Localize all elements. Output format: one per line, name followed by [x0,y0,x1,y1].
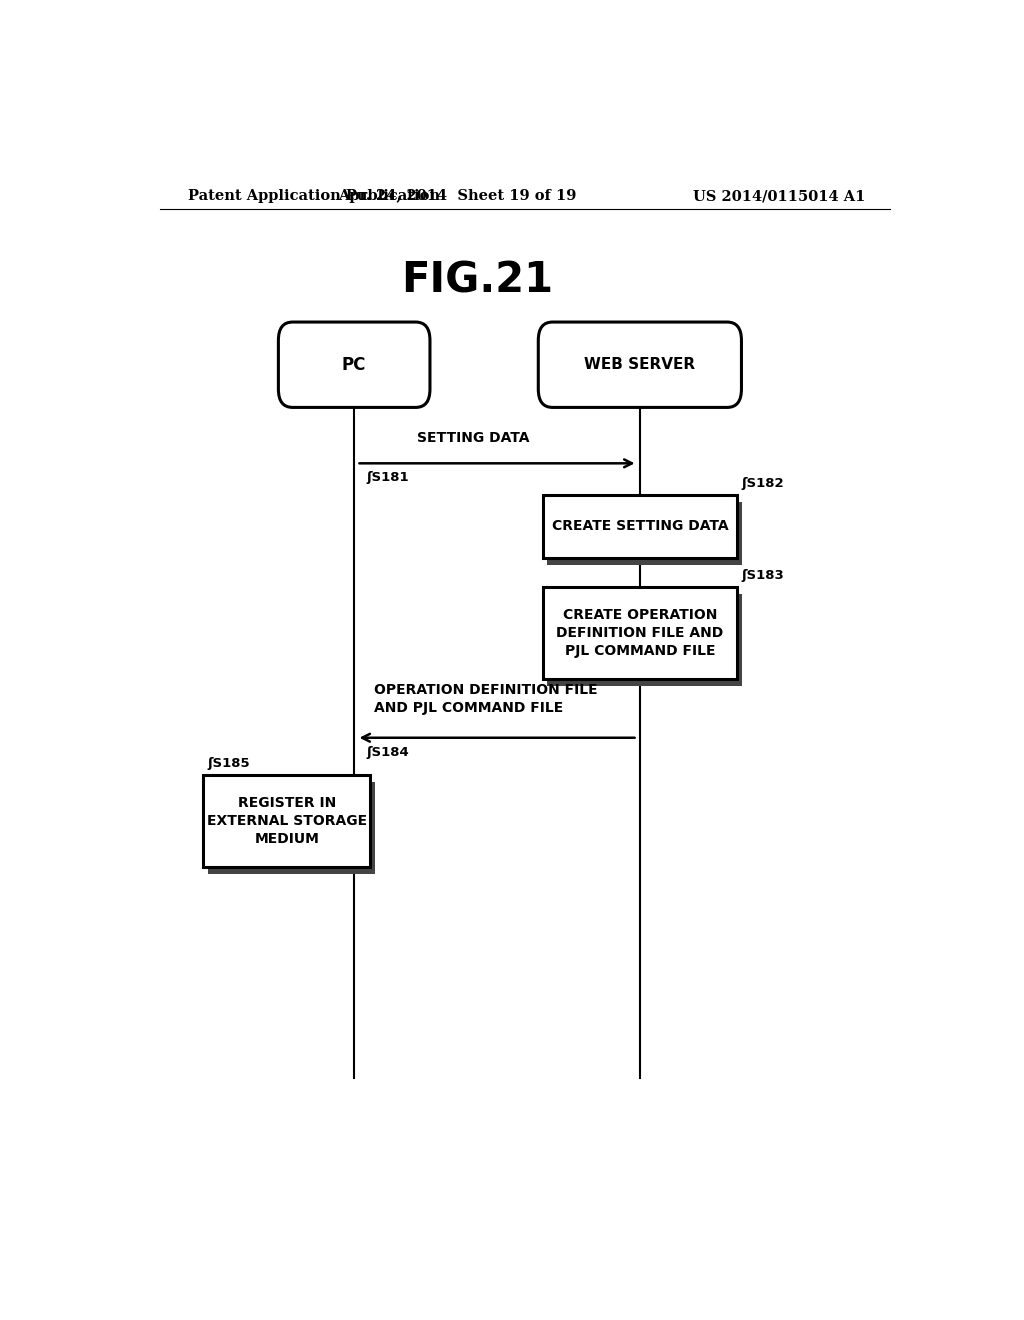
FancyBboxPatch shape [539,322,741,408]
Text: ʃS181: ʃS181 [367,471,409,484]
Text: WEB SERVER: WEB SERVER [585,358,695,372]
FancyBboxPatch shape [279,322,430,408]
Text: SETTING DATA: SETTING DATA [417,432,529,445]
Text: Apr. 24, 2014  Sheet 19 of 19: Apr. 24, 2014 Sheet 19 of 19 [338,189,577,203]
Text: FIG.21: FIG.21 [401,259,553,301]
FancyBboxPatch shape [543,587,737,678]
Text: AND PJL COMMAND FILE: AND PJL COMMAND FILE [374,701,563,715]
FancyBboxPatch shape [543,495,737,558]
Text: OPERATION DEFINITION FILE: OPERATION DEFINITION FILE [374,682,598,697]
FancyBboxPatch shape [548,502,741,565]
Text: ʃS184: ʃS184 [367,746,409,759]
Text: PC: PC [342,355,367,374]
Text: ʃS183: ʃS183 [741,569,783,582]
Text: ʃS182: ʃS182 [741,477,783,490]
Text: CREATE SETTING DATA: CREATE SETTING DATA [552,519,728,533]
FancyBboxPatch shape [548,594,741,686]
FancyBboxPatch shape [208,783,375,874]
Text: CREATE OPERATION
DEFINITION FILE AND
PJL COMMAND FILE: CREATE OPERATION DEFINITION FILE AND PJL… [556,607,724,659]
Text: REGISTER IN
EXTERNAL STORAGE
MEDIUM: REGISTER IN EXTERNAL STORAGE MEDIUM [207,796,367,846]
Text: ʃS185: ʃS185 [207,758,250,771]
Text: US 2014/0115014 A1: US 2014/0115014 A1 [692,189,865,203]
FancyBboxPatch shape [204,775,370,867]
Text: Patent Application Publication: Patent Application Publication [187,189,439,203]
